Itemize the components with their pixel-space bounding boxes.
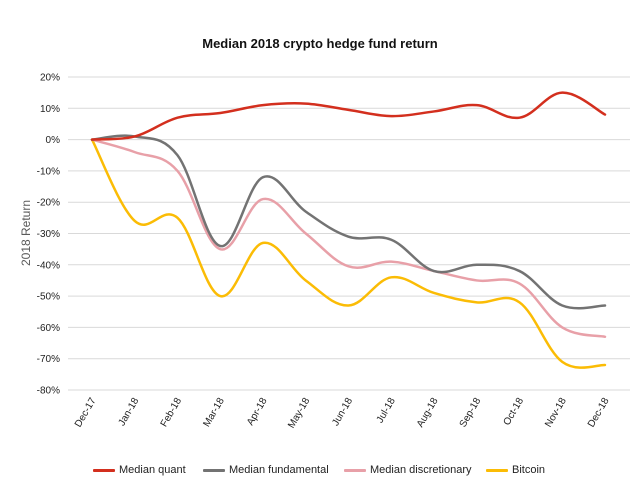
legend-label: Bitcoin bbox=[512, 464, 546, 476]
x-tick-label: Nov-18 bbox=[543, 396, 569, 430]
chart-title: Median 2018 crypto hedge fund return bbox=[202, 36, 438, 51]
legend-label: Median fundamental bbox=[229, 464, 329, 476]
x-tick-label: Feb-18 bbox=[159, 396, 185, 429]
legend-item: Median fundamental bbox=[203, 460, 329, 480]
y-tick-label: -40% bbox=[37, 260, 60, 271]
y-axis-label: 2018 Return bbox=[19, 200, 33, 266]
legend-item: Bitcoin bbox=[486, 460, 545, 480]
x-tick-label: May-18 bbox=[286, 396, 312, 431]
y-tick-label: -70% bbox=[37, 354, 60, 365]
x-tick-label: Aug-18 bbox=[415, 396, 441, 430]
series-line-median-fundamental bbox=[90, 134, 607, 310]
y-tick-label: -50% bbox=[37, 292, 60, 303]
series-line-bitcoin bbox=[90, 138, 607, 369]
x-tick-label: Jun-18 bbox=[330, 396, 355, 428]
chart-legend: Median quant Median fundamental Median dis… bbox=[0, 460, 640, 480]
y-tick-label: -80% bbox=[37, 386, 60, 397]
x-tick-label: Dec-17 bbox=[73, 396, 99, 430]
y-tick-label: 10% bbox=[40, 104, 60, 115]
x-tick-label: Jan-18 bbox=[117, 396, 142, 428]
y-tick-label: -20% bbox=[37, 198, 60, 209]
y-tick-label: 20% bbox=[40, 73, 60, 84]
legend-swatch bbox=[486, 468, 508, 472]
legend-item: Median quant bbox=[93, 460, 186, 480]
x-tick-label: Sep-18 bbox=[458, 396, 484, 430]
x-tick-label: Apr-18 bbox=[245, 396, 270, 428]
legend-item: Median discretionary bbox=[344, 460, 472, 480]
series-line-median-quant bbox=[90, 91, 607, 141]
x-tick-label: Dec-18 bbox=[586, 396, 612, 430]
y-tick-label: -30% bbox=[37, 229, 60, 240]
line-chart: 20% 10% 0% -10% -20% -30% -40% -50% -60% -70% -80%… bbox=[19, 73, 630, 431]
y-tick-label: -10% bbox=[37, 166, 60, 177]
x-tick-label: Oct-18 bbox=[502, 396, 527, 428]
y-tick-label: 0% bbox=[46, 135, 61, 146]
legend-label: Median quant bbox=[119, 464, 186, 476]
series-line-median-discretionary bbox=[90, 138, 607, 339]
legend-swatch bbox=[93, 468, 115, 472]
y-tick-label: -60% bbox=[37, 323, 60, 334]
x-tick-label: Jul-18 bbox=[375, 396, 398, 425]
legend-swatch bbox=[203, 468, 225, 472]
legend-label: Median discretionary bbox=[370, 464, 472, 476]
legend-swatch bbox=[344, 468, 366, 472]
x-tick-label: Mar-18 bbox=[201, 396, 227, 429]
